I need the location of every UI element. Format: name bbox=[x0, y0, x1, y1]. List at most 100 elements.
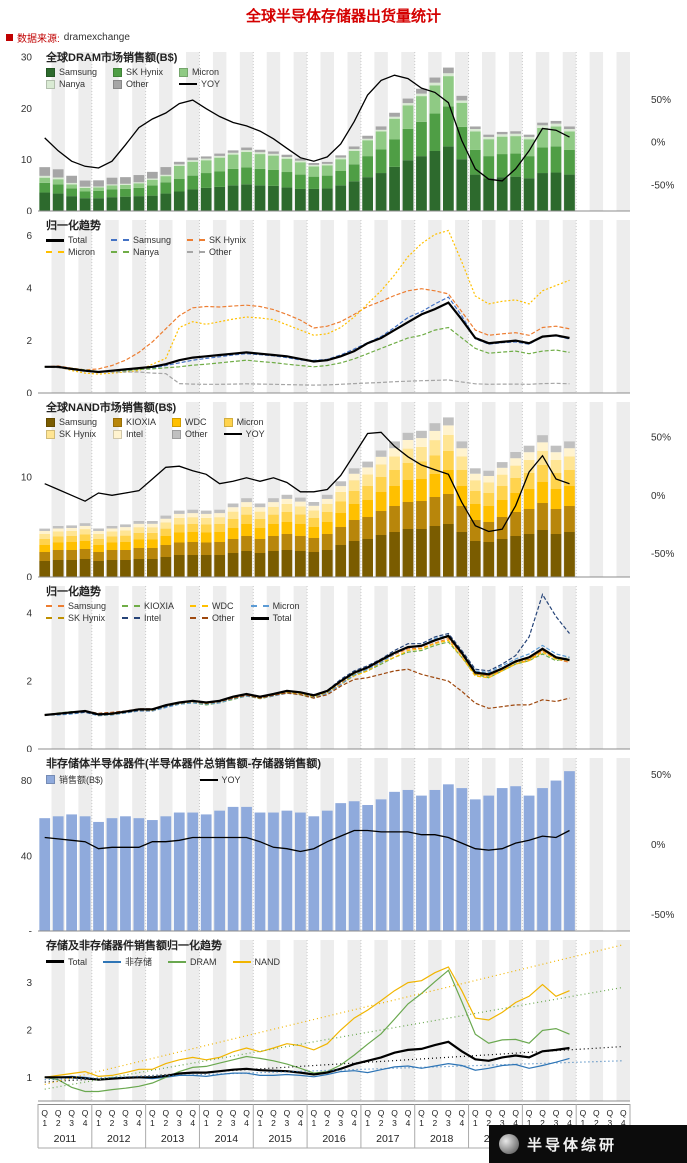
svg-text:Q: Q bbox=[459, 1108, 466, 1118]
svg-text:2: 2 bbox=[271, 1118, 276, 1128]
svg-text:2: 2 bbox=[110, 1118, 115, 1128]
svg-text:Q: Q bbox=[485, 1108, 492, 1118]
dram-normalized-plot: 0 2 4 6 bbox=[0, 214, 687, 400]
svg-text:3: 3 bbox=[338, 1118, 343, 1128]
svg-text:2016: 2016 bbox=[322, 1133, 346, 1145]
nand-normalized-plot: 0 2 4 bbox=[0, 580, 687, 756]
svg-text:Q: Q bbox=[324, 1108, 331, 1118]
svg-text:Q: Q bbox=[163, 1108, 170, 1118]
svg-text:0%: 0% bbox=[651, 840, 666, 851]
svg-text:3: 3 bbox=[446, 1118, 451, 1128]
svg-text:3: 3 bbox=[26, 978, 32, 989]
svg-text:Q: Q bbox=[378, 1108, 385, 1118]
svg-text:Q: Q bbox=[620, 1108, 627, 1118]
svg-text:-50%: -50% bbox=[651, 910, 674, 921]
svg-text:3: 3 bbox=[69, 1118, 74, 1128]
svg-text:4: 4 bbox=[26, 609, 32, 620]
svg-text:Q: Q bbox=[297, 1108, 304, 1118]
svg-text:4: 4 bbox=[406, 1118, 411, 1128]
svg-text:2: 2 bbox=[56, 1118, 61, 1128]
svg-text:3: 3 bbox=[500, 1118, 505, 1128]
svg-text:Q: Q bbox=[311, 1108, 318, 1118]
svg-text:4: 4 bbox=[567, 1118, 572, 1128]
svg-text:4: 4 bbox=[459, 1118, 464, 1128]
svg-text:4: 4 bbox=[298, 1118, 303, 1128]
panel-non-memory: -40 80 50% 0% -50% 非存储体半导体器件(半导体器件总销售额-存储器销售… bbox=[0, 752, 687, 938]
svg-text:Q: Q bbox=[95, 1108, 102, 1118]
svg-text:4: 4 bbox=[513, 1118, 518, 1128]
svg-text:1: 1 bbox=[365, 1118, 370, 1128]
svg-text:4: 4 bbox=[244, 1118, 249, 1128]
panel-nand-sales: 0 10 50% 0% -50% 全球NAND市场销售额(B$) Samsung KIOX… bbox=[0, 396, 687, 584]
svg-text:Q: Q bbox=[270, 1108, 277, 1118]
watermark-banner: 半导体综研 bbox=[489, 1125, 687, 1163]
svg-text:2015: 2015 bbox=[269, 1133, 293, 1145]
svg-text:2013: 2013 bbox=[161, 1133, 185, 1145]
svg-text:Q: Q bbox=[243, 1108, 250, 1118]
svg-text:Q: Q bbox=[539, 1108, 546, 1118]
svg-text:Q: Q bbox=[607, 1108, 614, 1118]
svg-text:50%: 50% bbox=[651, 433, 671, 444]
svg-text:3: 3 bbox=[554, 1118, 559, 1128]
svg-text:4: 4 bbox=[137, 1118, 142, 1128]
svg-text:1: 1 bbox=[204, 1118, 209, 1128]
svg-text:2: 2 bbox=[217, 1118, 222, 1128]
dram-sales-plot: 0 10 20 30 50% 0% -50% bbox=[0, 46, 687, 218]
svg-text:Q: Q bbox=[472, 1108, 479, 1118]
nand-sales-plot: 0 10 50% 0% -50% bbox=[0, 396, 687, 584]
svg-text:Q: Q bbox=[445, 1108, 452, 1118]
non-memory-plot: - 40 80 50% 0% -50% bbox=[0, 752, 687, 938]
svg-text:Q: Q bbox=[553, 1108, 560, 1118]
svg-text:Q: Q bbox=[122, 1108, 129, 1118]
svg-text:Q: Q bbox=[203, 1108, 210, 1118]
svg-text:4: 4 bbox=[83, 1118, 88, 1128]
svg-text:Q: Q bbox=[593, 1108, 600, 1118]
svg-text:Q: Q bbox=[68, 1108, 75, 1118]
svg-text:80: 80 bbox=[21, 776, 33, 787]
svg-text:4: 4 bbox=[190, 1118, 195, 1128]
svg-text:2: 2 bbox=[325, 1118, 330, 1128]
svg-text:1: 1 bbox=[527, 1118, 532, 1128]
svg-text:Q: Q bbox=[418, 1108, 425, 1118]
svg-text:Q: Q bbox=[109, 1108, 116, 1118]
svg-text:Q: Q bbox=[82, 1108, 89, 1118]
svg-text:Q: Q bbox=[405, 1108, 412, 1118]
svg-text:2: 2 bbox=[486, 1118, 491, 1128]
watermark-logo-icon bbox=[499, 1134, 519, 1154]
svg-text:40: 40 bbox=[21, 851, 33, 862]
svg-text:Q: Q bbox=[55, 1108, 62, 1118]
svg-text:Q: Q bbox=[566, 1108, 573, 1118]
svg-text:0: 0 bbox=[26, 207, 32, 215]
svg-text:3: 3 bbox=[285, 1118, 290, 1128]
data-source-row: 数据来源: dramexchange bbox=[6, 30, 687, 45]
svg-text:0: 0 bbox=[26, 389, 32, 397]
svg-text:2: 2 bbox=[379, 1118, 384, 1128]
svg-text:20: 20 bbox=[21, 104, 33, 115]
svg-text:3: 3 bbox=[607, 1118, 612, 1128]
svg-text:4: 4 bbox=[352, 1118, 357, 1128]
svg-text:Q: Q bbox=[580, 1108, 587, 1118]
svg-text:Q: Q bbox=[337, 1108, 344, 1118]
svg-text:-: - bbox=[29, 927, 32, 935]
svg-text:3: 3 bbox=[231, 1118, 236, 1128]
svg-text:-50%: -50% bbox=[651, 181, 674, 192]
svg-text:Q: Q bbox=[284, 1108, 291, 1118]
header: 全球半导体存储器出货量统计 数据来源: dramexchange bbox=[0, 0, 687, 45]
svg-text:6: 6 bbox=[26, 231, 32, 242]
svg-text:1: 1 bbox=[419, 1118, 424, 1128]
svg-text:30: 30 bbox=[21, 53, 33, 64]
panel-dram-sales: 0 10 20 30 50% 0% -50% 全球DRAM市场销售额(B$) Samsung… bbox=[0, 46, 687, 218]
svg-text:Q: Q bbox=[351, 1108, 358, 1118]
svg-text:2011: 2011 bbox=[54, 1133, 77, 1145]
svg-text:3: 3 bbox=[123, 1118, 128, 1128]
svg-text:0%: 0% bbox=[651, 138, 666, 149]
svg-text:2: 2 bbox=[540, 1118, 545, 1128]
svg-text:3: 3 bbox=[392, 1118, 397, 1128]
svg-text:10: 10 bbox=[21, 473, 33, 484]
svg-text:Q: Q bbox=[41, 1108, 48, 1118]
svg-text:1: 1 bbox=[311, 1118, 316, 1128]
svg-text:2: 2 bbox=[26, 677, 32, 688]
svg-text:2017: 2017 bbox=[376, 1133, 400, 1145]
